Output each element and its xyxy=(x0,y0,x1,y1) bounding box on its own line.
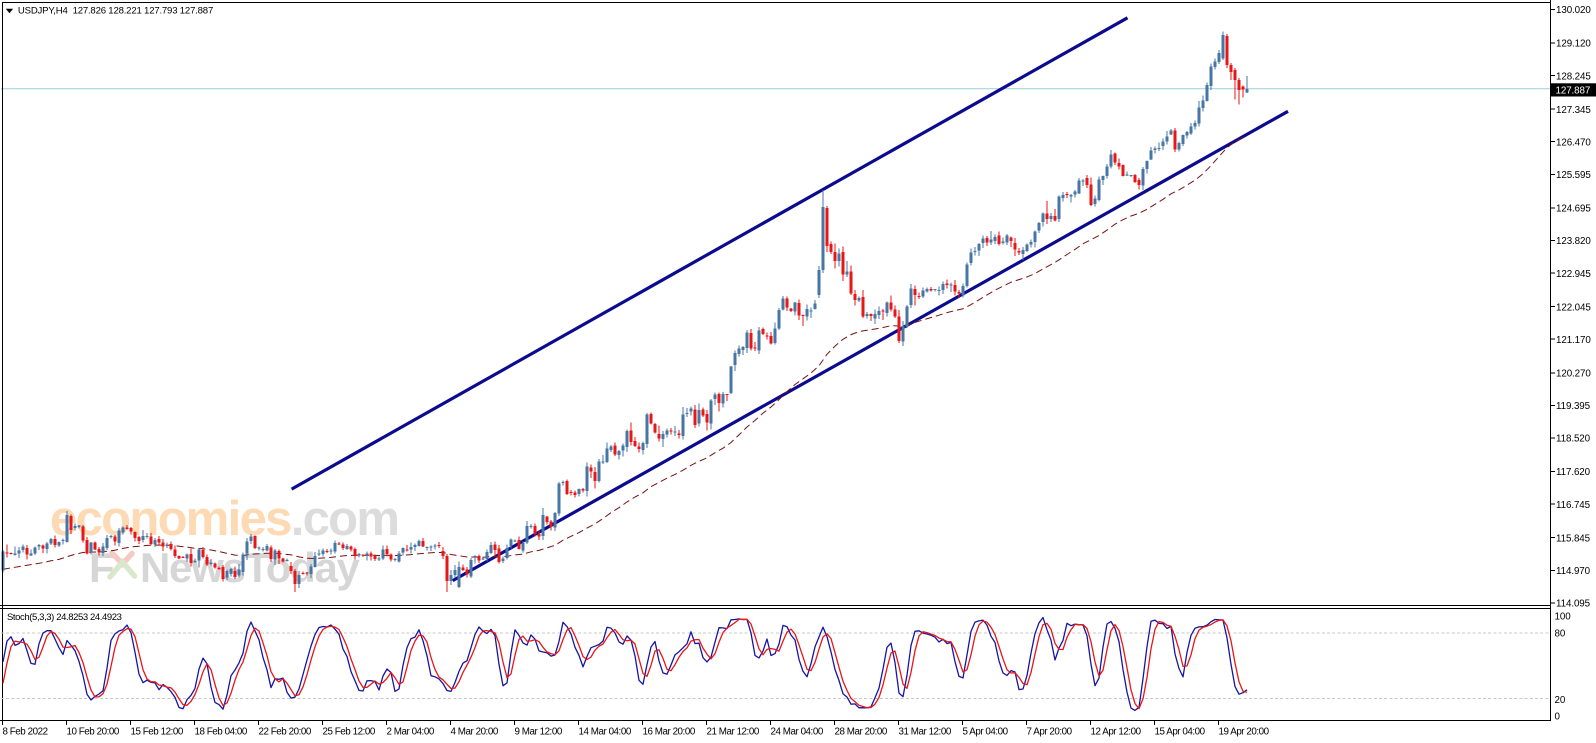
svg-text:127.887: 127.887 xyxy=(1556,86,1591,97)
svg-text:100: 100 xyxy=(1555,611,1572,622)
svg-text:28 Mar 20:00: 28 Mar 20:00 xyxy=(835,727,888,738)
svg-text:9 Mar 12:00: 9 Mar 12:00 xyxy=(515,727,563,738)
svg-text:USDJPY,H4 127.826 128.221 127: USDJPY,H4 127.826 128.221 127.793 127.88… xyxy=(18,6,213,17)
svg-text:NewsToday: NewsToday xyxy=(140,544,361,591)
svg-text:21 Mar 12:00: 21 Mar 12:00 xyxy=(707,727,760,738)
svg-text:114.970: 114.970 xyxy=(1556,566,1591,577)
svg-text:4 Mar 20:00: 4 Mar 20:00 xyxy=(451,727,499,738)
svg-text:119.395: 119.395 xyxy=(1556,401,1591,412)
svg-text:2 Mar 04:00: 2 Mar 04:00 xyxy=(387,727,435,738)
svg-text:12 Apr 12:00: 12 Apr 12:00 xyxy=(1091,727,1142,738)
svg-text:124.695: 124.695 xyxy=(1556,204,1591,215)
svg-text:114.095: 114.095 xyxy=(1556,599,1591,610)
svg-text:15 Feb 12:00: 15 Feb 12:00 xyxy=(131,727,184,738)
svg-text:5 Apr 04:00: 5 Apr 04:00 xyxy=(963,727,1009,738)
svg-text:7 Apr 20:00: 7 Apr 20:00 xyxy=(1027,727,1073,738)
svg-text:Stoch(5,3,3) 24.8253 24.4923: Stoch(5,3,3) 24.8253 24.4923 xyxy=(7,612,122,623)
svg-text:25 Feb 12:00: 25 Feb 12:00 xyxy=(323,727,376,738)
svg-text:20: 20 xyxy=(1555,695,1566,706)
svg-text:economies.com: economies.com xyxy=(50,492,398,546)
svg-text:22 Feb 20:00: 22 Feb 20:00 xyxy=(259,727,312,738)
svg-text:18 Feb 04:00: 18 Feb 04:00 xyxy=(195,727,248,738)
svg-text:8 Feb 2022: 8 Feb 2022 xyxy=(3,727,48,738)
svg-text:10 Feb 20:00: 10 Feb 20:00 xyxy=(67,727,120,738)
svg-text:14 Mar 04:00: 14 Mar 04:00 xyxy=(579,727,632,738)
svg-text:16 Mar 20:00: 16 Mar 20:00 xyxy=(643,727,696,738)
svg-text:122.045: 122.045 xyxy=(1556,302,1591,313)
svg-text:116.745: 116.745 xyxy=(1556,500,1591,511)
svg-text:115.845: 115.845 xyxy=(1556,533,1591,544)
svg-text:120.270: 120.270 xyxy=(1556,369,1591,380)
svg-text:125.595: 125.595 xyxy=(1556,170,1591,181)
svg-text:24 Mar 04:00: 24 Mar 04:00 xyxy=(771,727,824,738)
svg-text:118.520: 118.520 xyxy=(1556,434,1591,445)
svg-text:130.020: 130.020 xyxy=(1556,5,1591,16)
svg-text:0: 0 xyxy=(1555,712,1561,723)
svg-text:19 Apr 20:00: 19 Apr 20:00 xyxy=(1219,727,1270,738)
svg-text:129.120: 129.120 xyxy=(1556,39,1591,50)
svg-text:80: 80 xyxy=(1555,629,1566,640)
svg-text:15 Apr 04:00: 15 Apr 04:00 xyxy=(1155,727,1206,738)
svg-text:126.470: 126.470 xyxy=(1556,137,1591,148)
svg-text:121.170: 121.170 xyxy=(1556,335,1591,346)
svg-text:127.345: 127.345 xyxy=(1556,105,1591,116)
svg-text:123.820: 123.820 xyxy=(1556,236,1591,247)
svg-text:117.620: 117.620 xyxy=(1556,467,1591,478)
svg-text:122.945: 122.945 xyxy=(1556,269,1591,280)
svg-text:31 Mar 12:00: 31 Mar 12:00 xyxy=(899,727,952,738)
svg-text:128.245: 128.245 xyxy=(1556,71,1591,82)
